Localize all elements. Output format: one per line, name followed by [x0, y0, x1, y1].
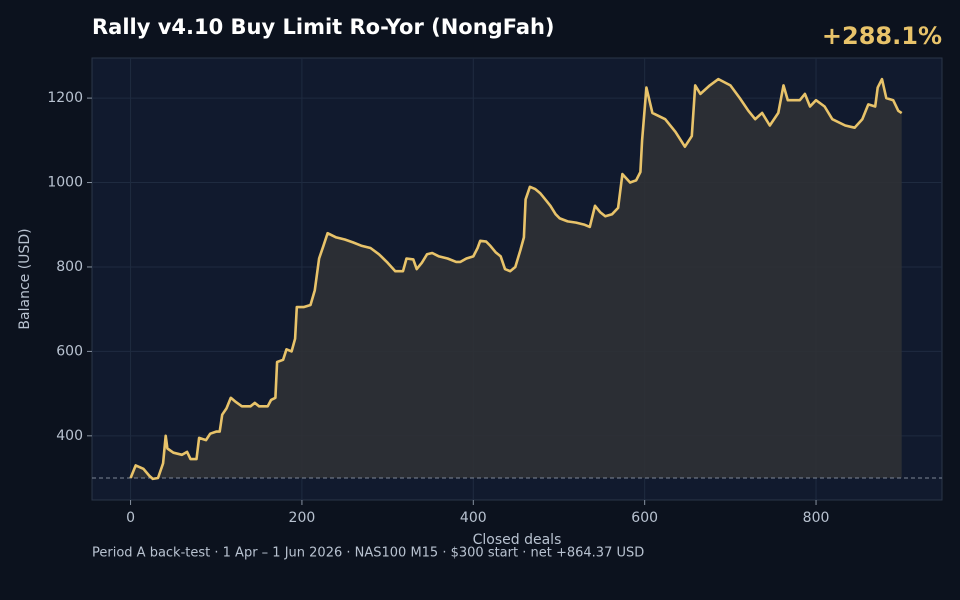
- equity-line: [129, 77, 903, 481]
- x-tick-label: 600: [631, 510, 658, 526]
- y-tick-label: 600: [56, 343, 83, 359]
- y-tick-label: 1000: [47, 175, 83, 191]
- x-tick-label: 400: [460, 510, 487, 526]
- equity-area: [130, 79, 902, 479]
- y-tick-label: 800: [56, 259, 83, 275]
- y-tick-label: 400: [56, 428, 83, 444]
- y-tick-label: 1200: [47, 90, 83, 106]
- x-tick-label: 200: [289, 510, 316, 526]
- x-tick-label: 0: [126, 510, 135, 526]
- footnote: Period A back-test · 1 Apr – 1 Jun 2026 …: [92, 546, 644, 561]
- x-tick-label: 800: [803, 510, 830, 526]
- x-axis-label: Closed deals: [473, 532, 562, 548]
- y-axis-label: Balance (USD): [17, 228, 33, 329]
- return-annotation: +288.1%: [822, 22, 942, 50]
- chart-title: Rally v4.10 Buy Limit Ro-Yor (NongFah): [92, 15, 555, 39]
